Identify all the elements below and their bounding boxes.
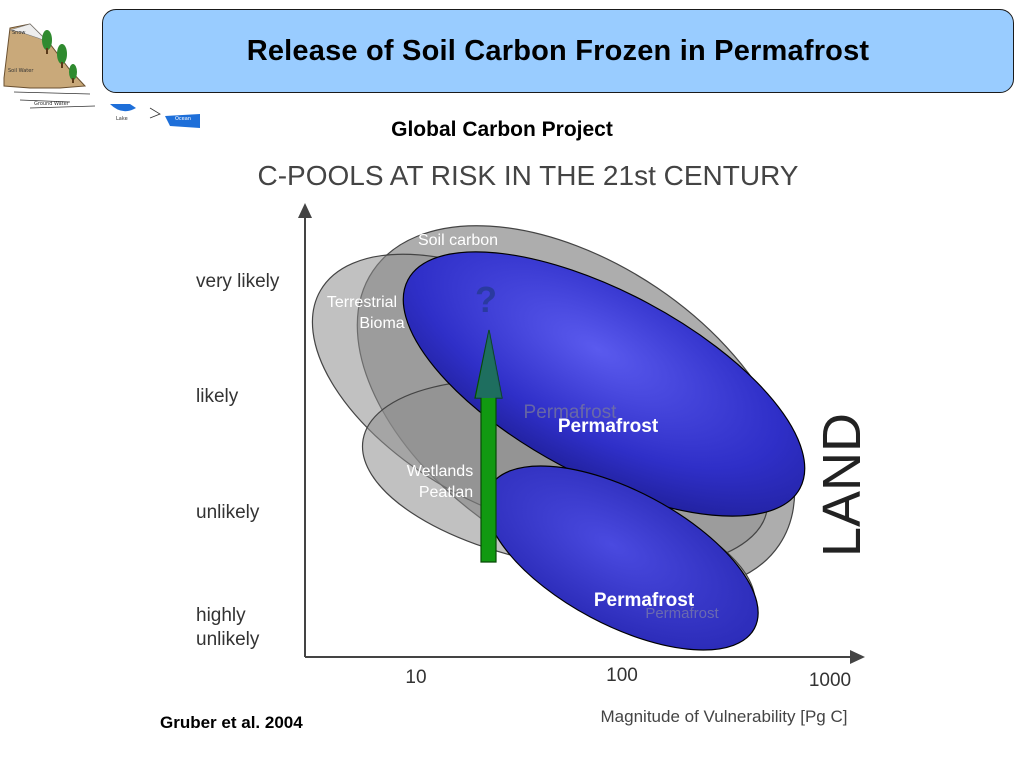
x-tick-1000: 1000: [809, 670, 851, 691]
tree-icon: [57, 44, 67, 68]
thumbnail-label-ocean: Ocean: [175, 116, 191, 122]
text-line: Bioma: [359, 315, 404, 332]
x-axis-label: Magnitude of Vulnerability [Pg C]: [601, 707, 848, 726]
y-axis-arrowhead: [298, 203, 312, 218]
x-axis-arrowhead: [850, 650, 865, 664]
label-permafrost-highlight-upper: Permafrost: [558, 416, 659, 437]
question-mark-icon: ?: [475, 279, 497, 320]
subtitle: Global Carbon Project: [391, 118, 613, 141]
text-line: highly: [196, 605, 246, 626]
label-wetlands-peatlands: Wetlands Peatlan: [407, 463, 473, 501]
title-banner: Release of Soil Carbon Frozen in Permafr…: [102, 9, 1014, 93]
y-label-unlikely: unlikely: [196, 502, 260, 523]
thumbnail-label-ground-water: Ground Water: [34, 101, 70, 107]
x-tick-10: 10: [405, 667, 426, 688]
slide-title: Release of Soil Carbon Frozen in Permafr…: [246, 34, 870, 67]
label-soil-carbon: Soil carbon: [418, 232, 498, 249]
vulnerability-arrow: [474, 329, 503, 563]
thumbnail-label-soil-water: Soil Water: [8, 68, 34, 74]
x-tick-100: 100: [606, 665, 638, 686]
label-permafrost-grey-lower: Permafrost: [645, 605, 719, 622]
text-line: unlikely: [196, 629, 260, 650]
diagram-title: C-POOLS AT RISK IN THE 21st CENTURY: [258, 160, 799, 191]
land-label: LAND: [812, 413, 872, 557]
y-label-likely: likely: [196, 386, 239, 407]
text-line: Terrestrial: [327, 294, 397, 311]
y-label-highly-unlikely: highly unlikely: [196, 605, 260, 650]
tree-icon: [42, 30, 52, 54]
citation: Gruber et al. 2004: [160, 713, 303, 732]
permafrost-highlight-upper: [402, 251, 806, 517]
text-line: Peatlan: [419, 484, 473, 501]
text-line: Wetlands: [407, 463, 473, 480]
thumbnail-label-lake: Lake: [116, 116, 128, 122]
label-permafrost-highlight-lower: Permafrost: [594, 590, 695, 611]
thumbnail-label-snow: Snow: [12, 30, 26, 36]
label-terrestrial-biomass: Terrestrial Bioma: [327, 294, 405, 332]
label-permafrost-grey-upper: Permafrost: [524, 402, 618, 423]
tree-icon: [69, 64, 77, 83]
hydrology-thumbnail: Snow Soil Water Ground Water Lake Ocean: [0, 22, 200, 133]
y-label-very-likely: very likely: [196, 271, 280, 292]
